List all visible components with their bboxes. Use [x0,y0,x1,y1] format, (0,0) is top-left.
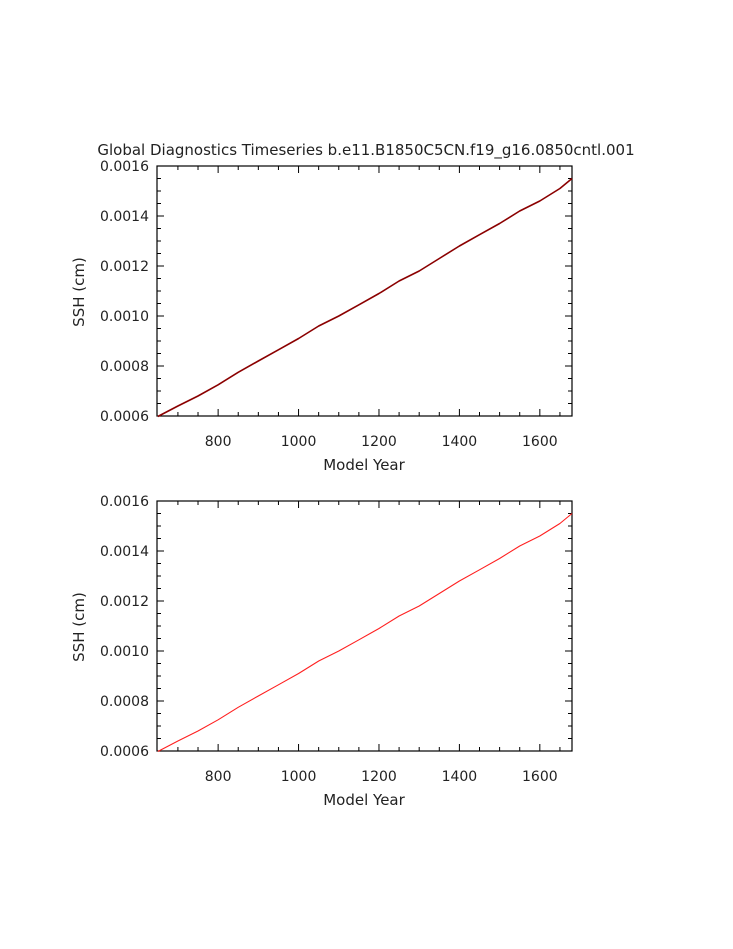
bottom-x-tick-label: 1000 [281,769,317,785]
bottom-y-tick-label: 0.0012 [100,594,149,610]
top-x-tick-label: 1400 [442,434,478,450]
bottom-y-tick-label: 0.0006 [100,744,149,760]
top-x-tick-label: 1600 [522,434,558,450]
bottom-ssh-series-line [157,513,573,752]
top-panel: Model Year SSH (cm) 800 1000 1200 1400 1600 0… [70,159,573,474]
top-y-axis-label: SSH (cm) [70,257,88,327]
bottom-panel: Model Year SSH (cm) 800 1000 1200 1400 1600 0… [70,494,573,809]
top-y-tick-label: 0.0010 [100,309,149,325]
top-y-tick-label: 0.0008 [100,359,149,375]
top-ssh-series-line [157,177,573,418]
bottom-y-axis-label: SSH (cm) [70,592,88,662]
chart-title: Global Diagnostics Timeseries b.e11.B185… [97,141,634,160]
bottom-plot-frame [156,500,573,752]
bottom-x-tick-label: 1400 [442,769,478,785]
bottom-y-tick-label: 0.0008 [100,694,149,710]
top-x-tick-label: 800 [205,434,232,450]
bottom-y-tick-label: 0.0010 [100,644,149,660]
bottom-x-tick-label: 1600 [522,769,558,785]
bottom-x-tick-label: 1200 [361,769,397,785]
top-x-axis-label: Model Year [323,456,405,474]
bottom-x-tick-label: 800 [205,769,232,785]
top-x-tick-label: 1200 [361,434,397,450]
top-y-tick-label: 0.0016 [100,159,149,175]
bottom-y-tick-label: 0.0014 [100,544,149,560]
bottom-y-tick-label: 0.0016 [100,494,149,510]
top-x-tick-label: 1000 [281,434,317,450]
bottom-x-axis-label: Model Year [323,791,405,809]
top-plot-frame [156,165,573,417]
top-y-tick-label: 0.0006 [100,409,149,425]
top-y-tick-label: 0.0014 [100,209,149,225]
top-y-tick-label: 0.0012 [100,259,149,275]
